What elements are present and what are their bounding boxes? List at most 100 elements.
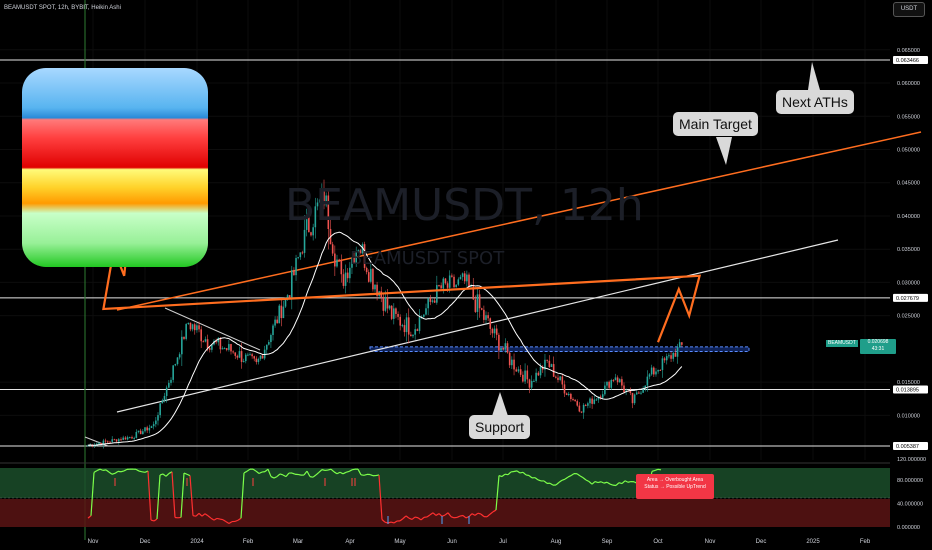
candle bbox=[468, 274, 470, 287]
oscillator-segment bbox=[279, 473, 284, 476]
candle bbox=[597, 396, 600, 400]
candle bbox=[261, 355, 264, 359]
candle bbox=[584, 404, 587, 406]
candle bbox=[131, 437, 133, 439]
time-tick-label: Nov bbox=[88, 539, 99, 545]
candle bbox=[582, 404, 585, 413]
candle bbox=[100, 443, 102, 445]
candle bbox=[219, 337, 222, 350]
oscillator-segment bbox=[345, 470, 350, 473]
indicator-tick-label: 0.000000 bbox=[897, 525, 920, 531]
candle bbox=[593, 399, 596, 404]
candle bbox=[168, 382, 170, 388]
oscillator-segment bbox=[303, 470, 308, 476]
candle bbox=[282, 306, 285, 319]
candle bbox=[170, 379, 172, 383]
candle bbox=[500, 347, 502, 351]
candle bbox=[129, 437, 131, 439]
candle bbox=[502, 347, 504, 350]
overbought-zone bbox=[0, 468, 890, 498]
candle bbox=[572, 399, 574, 401]
candle bbox=[310, 232, 312, 236]
candle bbox=[115, 439, 118, 442]
candle bbox=[361, 244, 364, 254]
oscillator-segment bbox=[183, 472, 188, 475]
candle bbox=[382, 296, 385, 311]
oscillator-segment bbox=[351, 468, 356, 471]
candle bbox=[144, 427, 146, 432]
candle bbox=[416, 329, 419, 331]
oscillator-segment bbox=[399, 518, 404, 522]
current-price-symbol: BEAMUSDT bbox=[826, 340, 858, 347]
candle bbox=[155, 420, 157, 425]
oscillator-segment bbox=[474, 512, 479, 516]
candle bbox=[206, 339, 209, 349]
candle bbox=[412, 334, 414, 337]
candle bbox=[555, 376, 557, 378]
oscillator-segment bbox=[276, 473, 281, 478]
oscillator-segment bbox=[252, 468, 257, 472]
time-tick-label: Apr bbox=[345, 539, 354, 545]
candle bbox=[485, 315, 487, 320]
oscillator-segment bbox=[426, 514, 431, 518]
candle bbox=[478, 294, 481, 309]
currency-button[interactable]: USDT bbox=[893, 2, 925, 17]
candle bbox=[495, 328, 498, 335]
candle bbox=[427, 298, 429, 309]
candle bbox=[191, 324, 194, 330]
time-tick-label: Dec bbox=[140, 539, 151, 545]
candle bbox=[539, 366, 542, 376]
candle bbox=[550, 364, 553, 367]
candle bbox=[305, 217, 308, 230]
candle bbox=[681, 342, 683, 345]
candle bbox=[395, 308, 397, 314]
oscillator-segment bbox=[120, 470, 125, 473]
oscillator-segment bbox=[306, 470, 311, 477]
time-tick-label: Jul bbox=[499, 539, 507, 545]
oscillator-segment bbox=[561, 478, 566, 481]
oscillator-segment bbox=[285, 472, 290, 477]
candle bbox=[668, 355, 670, 357]
candle bbox=[293, 270, 295, 276]
oscillator-segment bbox=[150, 519, 155, 522]
oscillator-segment bbox=[228, 521, 233, 525]
time-tick-label: Feb bbox=[860, 539, 871, 545]
oscillator-segment bbox=[504, 473, 509, 476]
candle bbox=[238, 351, 241, 358]
next-aths-callout: Next ATHs bbox=[776, 90, 854, 114]
candle bbox=[453, 276, 455, 288]
candle bbox=[174, 364, 177, 366]
candle bbox=[225, 348, 228, 350]
candle bbox=[610, 380, 613, 388]
candle bbox=[552, 364, 555, 377]
candle bbox=[438, 285, 440, 287]
candle bbox=[631, 393, 634, 404]
oscillator-segment bbox=[444, 512, 449, 516]
oscillator-segment bbox=[363, 473, 368, 476]
candle bbox=[522, 374, 524, 382]
candle bbox=[399, 316, 401, 326]
candle bbox=[303, 229, 306, 253]
candle bbox=[321, 188, 323, 200]
candle bbox=[446, 283, 449, 288]
candle bbox=[589, 398, 591, 404]
candle bbox=[393, 308, 395, 319]
candle bbox=[407, 317, 410, 335]
oscillator-segment bbox=[111, 472, 116, 475]
candle bbox=[587, 403, 589, 406]
time-tick-label: Sep bbox=[602, 539, 613, 545]
candle bbox=[272, 325, 274, 335]
candle bbox=[280, 305, 283, 319]
candle bbox=[431, 300, 434, 302]
candle bbox=[606, 381, 608, 386]
candle bbox=[614, 377, 617, 381]
oscillator-segment bbox=[141, 471, 146, 473]
candle bbox=[126, 437, 129, 440]
candle bbox=[135, 431, 138, 438]
candle bbox=[674, 352, 677, 357]
candle bbox=[161, 400, 164, 404]
level-tag bbox=[893, 442, 928, 450]
oscillator-segment bbox=[576, 473, 581, 477]
candle bbox=[403, 325, 406, 333]
candle bbox=[442, 278, 445, 289]
